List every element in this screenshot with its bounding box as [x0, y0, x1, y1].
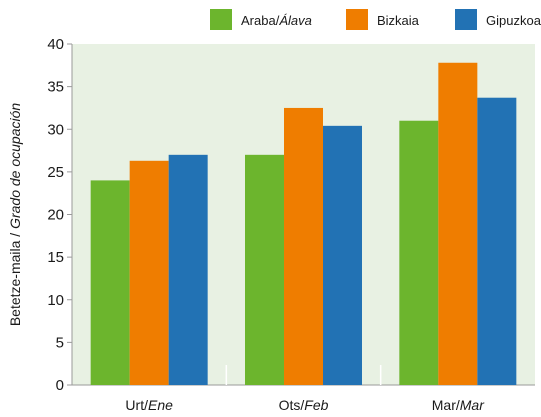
bar [438, 62, 478, 385]
bar [399, 120, 439, 385]
legend-label: Bizkaia [377, 13, 420, 28]
legend-swatch [210, 9, 232, 30]
bar [284, 107, 323, 385]
y-tick-label: 20 [47, 207, 64, 224]
legend-swatch [346, 9, 368, 30]
bar [168, 154, 208, 385]
y-tick-label: 25 [47, 164, 64, 181]
bar [245, 154, 284, 385]
y-tick-label: 15 [47, 249, 64, 266]
bar [129, 160, 169, 385]
x-tick-label: Urt/Ene [125, 397, 173, 412]
legend-swatch [455, 9, 477, 30]
labels: 0 5 10 15 20 25 30 35 40 Betetze-maila / Grado de… [7, 36, 485, 413]
bars [90, 62, 517, 386]
y-tick-label: 30 [47, 121, 64, 138]
legend: Araba/Álava Bizkaia Gipuzkoa [210, 9, 541, 30]
y-tick-label: 0 [56, 377, 64, 394]
bar [323, 125, 362, 385]
bar [90, 180, 130, 385]
y-tick-label: 40 [47, 36, 64, 53]
y-tick-label: 35 [47, 79, 64, 96]
y-axis-title: Betetze-maila / Grado de ocupación [7, 103, 23, 327]
y-tick-label: 10 [47, 292, 64, 309]
legend-label: Gipuzkoa [486, 13, 541, 28]
x-tick-label: Ots/Feb [279, 397, 329, 412]
x-tick-label: Mar/Mar [432, 397, 485, 412]
bar [477, 97, 517, 386]
legend-label: Araba/Álava [241, 13, 312, 28]
y-tick-label: 5 [56, 334, 64, 351]
